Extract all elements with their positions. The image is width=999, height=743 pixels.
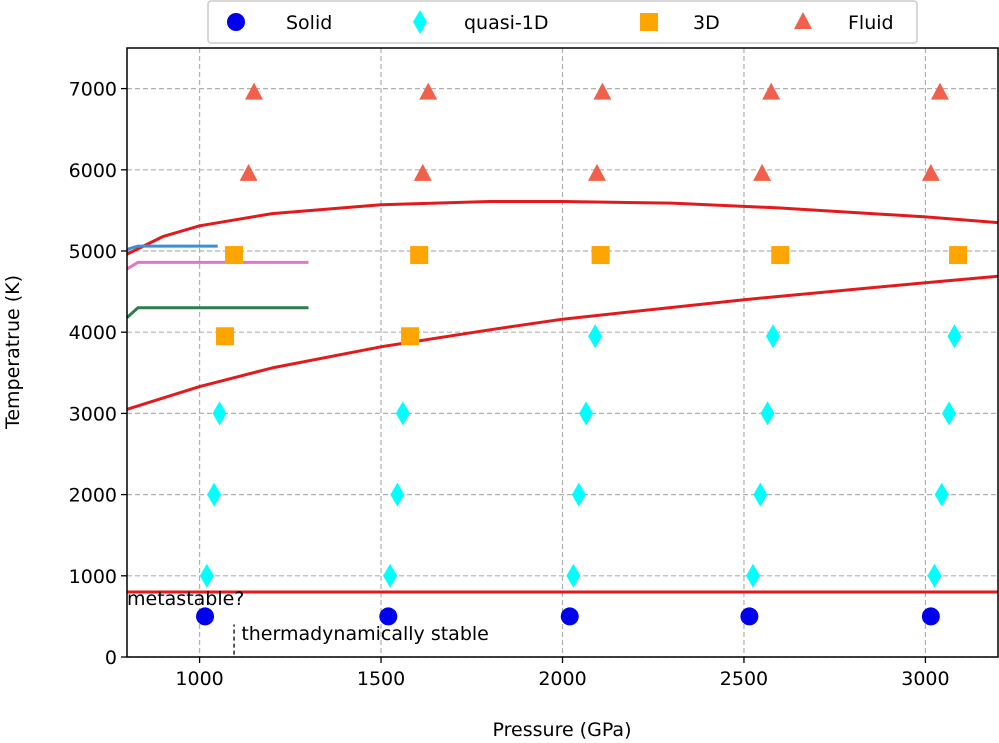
boundary-line [126,244,218,251]
quasi-1d-point [566,563,581,588]
x-tick-label: 1500 [357,668,405,690]
legend-marker-solid [227,13,245,31]
x-tick-label: 1000 [175,668,223,690]
fluid-point [753,163,772,181]
quasi-1d-point [212,401,227,426]
3d-point [225,246,244,265]
y-tick-label: 6000 [69,160,117,182]
boundary-line [126,260,309,271]
fluid-point [930,82,949,100]
quasi-1d-point [588,324,603,349]
boundary-line [126,274,999,411]
y-axis-label: Temperatrue (K) [2,275,24,430]
legend-marker-3d [640,13,658,31]
legend-marker-fluid [794,12,812,29]
fluid-point [921,163,940,181]
fluid-point [245,82,264,100]
legend: Solid quasi-1D 3D Fluid [207,0,918,44]
phase-boundary-lines [125,200,999,594]
y-tick-label: 0 [105,647,117,669]
x-tick-label: 2500 [720,668,768,690]
boundary-line [125,306,309,319]
y-tick-label: 7000 [69,79,117,101]
quasi-1d-point [753,482,768,507]
3d-point [410,246,429,265]
x-tick-label: 3000 [901,668,949,690]
annotations: metastable? thermadynamically stable [127,588,489,655]
data-markers [196,82,968,626]
legend-marker-quasi-1d [413,10,427,34]
annotation-label: metastable? [127,588,244,610]
legend-label-quasi-1d: quasi-1D [464,12,549,34]
quasi-1d-point [571,482,586,507]
y-tick-label: 1000 [69,566,117,588]
quasi-1d-point [934,482,949,507]
fluid-point [587,163,606,181]
solid-point [379,607,398,626]
3d-point [401,327,420,346]
quasi-1d-point [383,563,398,588]
boundary-line [126,200,999,256]
y-tick-label: 3000 [69,403,117,425]
legend-label-fluid: Fluid [848,12,894,34]
legend-label-3d: 3D [693,12,720,34]
fluid-point [413,163,432,181]
3d-point [591,246,610,265]
3d-point [949,246,968,265]
axis-ticks: 1000 1500 2000 2500 3000 0 1000 2000 3000 4000 500… [69,79,950,690]
3d-point [771,246,790,265]
fluid-point [419,82,438,100]
solid-point [196,607,215,626]
fluid-point [239,163,258,181]
quasi-1d-point [390,482,405,507]
y-tick-label: 5000 [69,241,117,263]
quasi-1d-point [760,401,775,426]
quasi-1d-point [947,324,962,349]
y-tick-label: 2000 [69,485,117,507]
3d-point [215,327,234,346]
quasi-1d-point [207,482,222,507]
solid-point [740,607,759,626]
solid-point [921,607,940,626]
quasi-1d-point [942,401,957,426]
quasi-1d-point [765,324,780,349]
x-tick-label: 2000 [538,668,586,690]
annotation-label: thermadynamically stable [241,623,489,645]
quasi-1d-point [927,563,942,588]
x-axis-label: Pressure (GPa) [493,719,632,741]
fluid-point [762,82,781,100]
quasi-1d-point [579,401,594,426]
legend-label-solid: Solid [286,12,332,34]
quasi-1d-point [395,401,410,426]
y-tick-label: 4000 [69,322,117,344]
quasi-1d-point [746,563,761,588]
quasi-1d-point [199,563,214,588]
fluid-point [593,82,612,100]
solid-point [560,607,579,626]
grid [127,48,998,658]
legend-box [207,0,918,44]
